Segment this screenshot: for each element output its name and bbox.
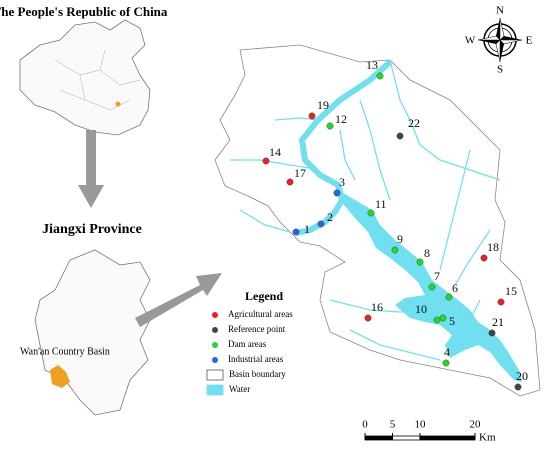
site-label: 2 <box>327 210 333 224</box>
legend-marker <box>212 342 218 348</box>
site-point <box>364 314 372 322</box>
site-label: 20 <box>516 369 528 383</box>
site-point <box>317 220 325 228</box>
site-point <box>445 293 453 301</box>
site-point <box>497 298 505 306</box>
legend-title: Legend <box>245 289 283 303</box>
site-label: 15 <box>505 284 517 298</box>
dynamic-layer: 12345678910111213141516171819202122Agric… <box>206 58 528 444</box>
compass-n: N <box>496 5 504 17</box>
site-point <box>326 122 334 130</box>
legend-label: Dam areas <box>228 339 267 349</box>
province-outline <box>34 249 151 416</box>
basin-title: Wan'an Country Basin <box>20 346 110 357</box>
site-point <box>428 283 436 291</box>
site-label: 14 <box>269 145 281 159</box>
china-provinces <box>54 49 141 111</box>
site-label: 3 <box>339 175 345 189</box>
basin-shape <box>50 365 70 388</box>
legend-box <box>206 384 224 396</box>
legend-marker <box>212 327 218 333</box>
site-label: 7 <box>434 269 440 283</box>
site-point <box>396 132 404 140</box>
scale-tick-label: 20 <box>470 419 482 431</box>
site-point <box>367 209 375 217</box>
site-point <box>416 258 424 266</box>
province-title: Jiangxi Province <box>42 222 142 237</box>
legend-marker <box>212 357 218 363</box>
site-point <box>514 383 522 391</box>
legend-label: Industrial areas <box>228 354 284 364</box>
site-point <box>433 316 441 324</box>
compass: N S E W <box>465 5 533 76</box>
site-point <box>488 329 496 337</box>
site-label: 17 <box>294 166 306 180</box>
site-point <box>391 246 399 254</box>
site-label: 16 <box>371 300 383 314</box>
site-point <box>308 112 316 120</box>
scale-unit: Km <box>479 432 496 444</box>
site-label: 6 <box>452 281 458 295</box>
scale-segment <box>392 435 421 441</box>
site-label: 4 <box>444 345 450 359</box>
site-point <box>286 178 294 186</box>
country-title: The People's Republic of China <box>0 4 168 19</box>
legend-label: Basin boundary <box>229 369 286 379</box>
legend-label: Water <box>229 384 250 394</box>
site-label: 12 <box>335 112 347 126</box>
site-point <box>439 314 447 322</box>
site-label: 22 <box>408 116 420 130</box>
site-label: 18 <box>487 240 499 254</box>
china-outline <box>19 19 151 136</box>
scale-tick-label: 5 <box>390 419 396 431</box>
site-point <box>442 359 450 367</box>
site-point <box>292 228 300 236</box>
arrow-diagonal <box>135 273 222 327</box>
site-point <box>480 254 488 262</box>
site-label: 11 <box>375 197 387 211</box>
jiangxi-marker <box>115 101 121 107</box>
scale-segment <box>419 435 476 441</box>
main-river <box>295 59 393 236</box>
site-point <box>376 72 384 80</box>
site-label: 5 <box>449 314 455 328</box>
site-label: 10 <box>415 302 427 316</box>
site-label: 21 <box>492 315 504 329</box>
site-label: 8 <box>424 246 430 260</box>
compass-e: E <box>526 35 533 47</box>
site-label: 13 <box>366 58 378 72</box>
legend-box <box>206 369 224 381</box>
site-label: 1 <box>304 222 310 236</box>
compass-s: S <box>497 64 503 76</box>
scale-tick-label: 10 <box>415 419 427 431</box>
site-label: 19 <box>317 98 329 112</box>
legend-label: Reference point <box>228 324 286 334</box>
scale-segment <box>364 435 393 441</box>
compass-w: W <box>465 35 476 47</box>
site-label: 9 <box>397 232 403 246</box>
scale-tick-label: 0 <box>362 419 368 431</box>
arrow-down <box>78 130 104 208</box>
site-point <box>333 189 341 197</box>
site-point <box>262 157 270 165</box>
legend-label: Agricultural areas <box>228 309 293 319</box>
legend-marker <box>212 312 218 318</box>
